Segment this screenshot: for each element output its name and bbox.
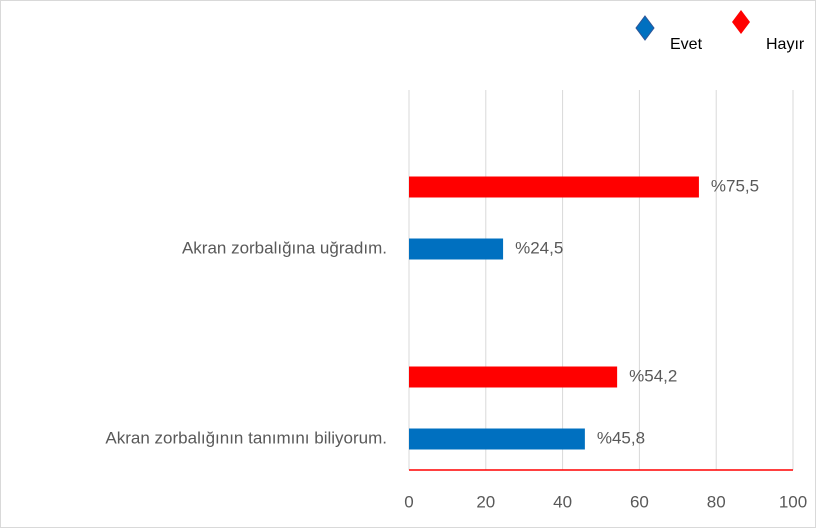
value-label: %54,2 — [629, 366, 677, 385]
category-label: Akran zorbalığına uğradım. — [182, 238, 387, 257]
bar — [409, 428, 585, 450]
legend-marker — [732, 10, 750, 34]
category-label: Akran zorbalığının tanımını biliyorum. — [105, 428, 387, 447]
x-tick-label: 0 — [404, 492, 413, 511]
value-label: %24,5 — [515, 238, 563, 257]
bar — [409, 176, 699, 198]
x-tick-label: 80 — [707, 492, 726, 511]
value-label: %75,5 — [711, 176, 759, 195]
x-tick-label: 20 — [476, 492, 495, 511]
legend-label: Evet — [670, 36, 703, 53]
value-label: %45,8 — [597, 428, 645, 447]
bar — [409, 366, 618, 388]
x-tick-label: 60 — [630, 492, 649, 511]
x-tick-label: 100 — [779, 492, 807, 511]
legend-label: Hayır — [766, 36, 805, 53]
legend-marker — [635, 15, 655, 41]
x-tick-label: 40 — [553, 492, 572, 511]
bar — [409, 238, 504, 260]
